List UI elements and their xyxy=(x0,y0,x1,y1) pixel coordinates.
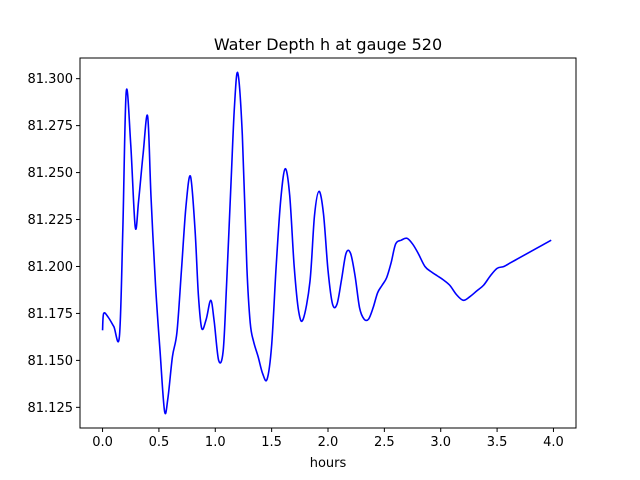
y-axis-ticks: 81.125 81.150 81.175 81.200 81.225 81.250 81.2… xyxy=(28,72,80,416)
x-tick-label: 1.0 xyxy=(205,435,226,450)
x-tick-label: 2.5 xyxy=(374,435,395,450)
x-axis-label: hours xyxy=(310,456,347,471)
x-tick-label: 3.5 xyxy=(487,435,508,450)
y-tick-label: 81.150 xyxy=(28,354,74,369)
x-tick-label: 0.5 xyxy=(149,435,170,450)
series-line-0 xyxy=(101,71,552,415)
y-tick-label: 81.225 xyxy=(28,213,74,228)
chart-title: Water Depth h at gauge 520 xyxy=(214,35,442,54)
x-tick-label: 1.5 xyxy=(261,435,282,450)
y-tick-label: 81.250 xyxy=(28,166,74,181)
x-tick-label: 0.0 xyxy=(92,435,113,450)
x-tick-label: 2.0 xyxy=(318,435,339,450)
y-tick-label: 81.175 xyxy=(28,307,74,322)
y-tick-label: 81.300 xyxy=(28,72,74,87)
x-axis-ticks: 0.0 0.5 1.0 1.5 2.0 2.5 3.0 3.5 4.0 xyxy=(92,428,564,450)
y-tick-label: 81.125 xyxy=(28,401,74,416)
x-tick-label: 4.0 xyxy=(543,435,564,450)
plot-frame xyxy=(79,57,577,429)
series-line-group xyxy=(101,71,552,415)
y-tick-label: 81.275 xyxy=(28,119,74,134)
y-tick-label: 81.200 xyxy=(28,260,74,275)
x-tick-label: 3.0 xyxy=(430,435,451,450)
